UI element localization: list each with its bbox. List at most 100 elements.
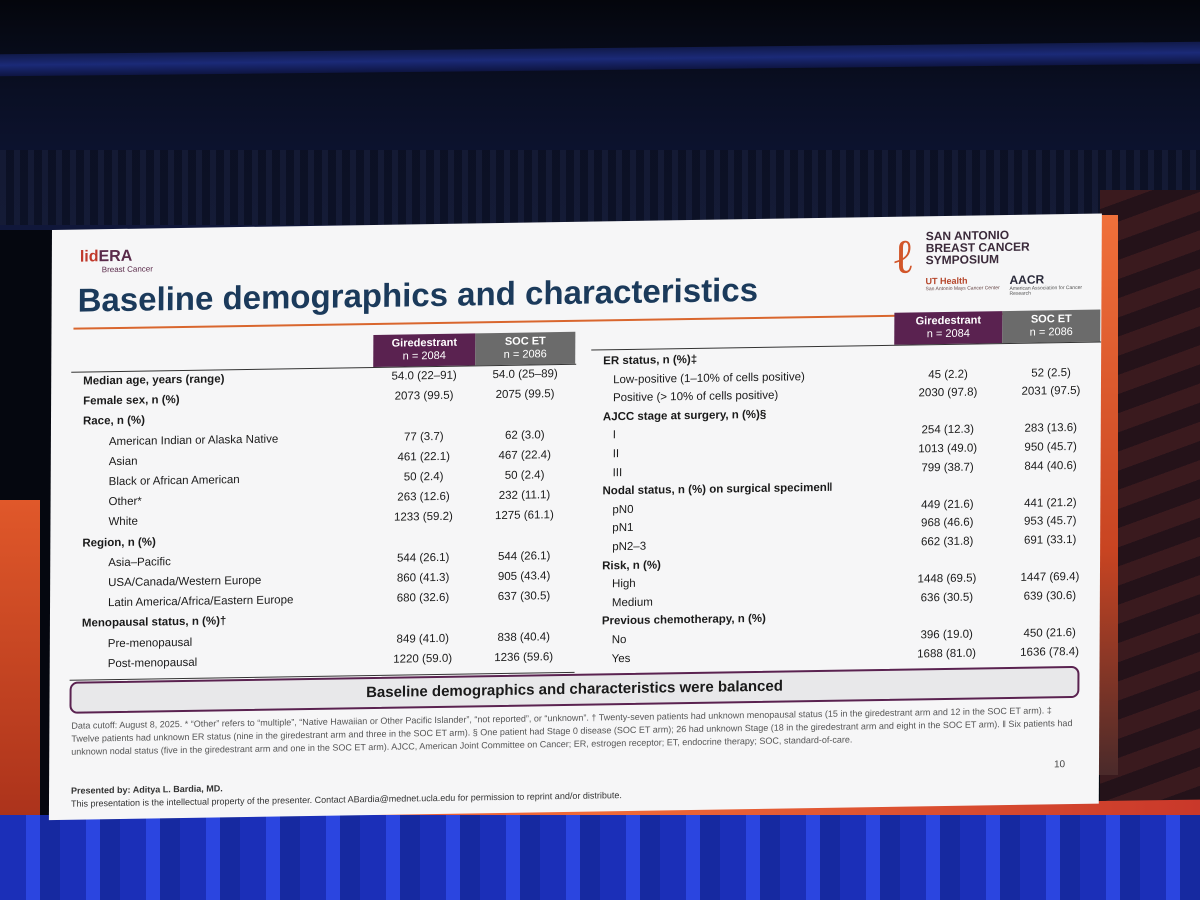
- row-label: II: [612, 448, 620, 461]
- giredestrant-value: 45 (2.2): [928, 368, 968, 381]
- row-label: Female sex, n (%): [83, 394, 180, 408]
- presenter-credit: Presented by: Aditya L. Bardia, MD.: [71, 783, 223, 796]
- row-label: USA/Canada/Western Europe: [108, 574, 262, 590]
- soc-header: SOC ET n = 2086: [475, 331, 576, 366]
- soc-value: 2075 (99.5): [495, 388, 555, 402]
- giredestrant-value: 2030 (97.8): [918, 386, 978, 400]
- auditorium-back-wall: [0, 150, 1200, 225]
- giredestrant-name: Giredestrant: [391, 336, 458, 350]
- soc-value: [469, 610, 579, 612]
- giredestrant-value: 77 (3.7): [403, 430, 444, 444]
- soc-value: [996, 347, 1102, 349]
- row-label: pN2–3: [612, 540, 647, 554]
- giredestrant-value: 263 (12.6): [397, 490, 450, 504]
- soc-value: 450 (21.6): [1023, 626, 1076, 640]
- presentation-slide: lidERA Breast Cancer ℓ SAN ANTONIO BREAS…: [48, 213, 1102, 821]
- giredestrant-value: 254 (12.3): [921, 423, 975, 437]
- giredestrant-value: 1688 (81.0): [917, 647, 977, 661]
- row-label: Black or African American: [108, 474, 240, 489]
- soc-value: 950 (45.7): [1024, 440, 1077, 454]
- footnote: Data cutoff: August 8, 2025. * “Other” r…: [71, 705, 1073, 757]
- row-label: ER status, n (%)‡: [603, 353, 698, 368]
- giredestrant-value: 54.0 (22–91): [391, 369, 457, 383]
- giredestrant-value: 860 (41.3): [396, 571, 450, 585]
- row-label: I: [612, 429, 617, 442]
- row-label: High: [611, 578, 636, 591]
- soc-n: n = 2086: [503, 348, 547, 361]
- giredestrant-value: 799 (38.7): [921, 461, 974, 474]
- ut-health-logo: UT Health San Antonio Mays Cancer Center: [925, 275, 1000, 293]
- giredestrant-value: 1233 (59.2): [393, 511, 453, 525]
- symposium-name: SAN ANTONIO BREAST CANCER SYMPOSIUM: [926, 228, 1030, 267]
- aacr-sub: American Association for Cancer Research: [1009, 284, 1083, 297]
- giredestrant-header: Giredestrant n = 2084: [373, 333, 476, 367]
- soc-value: [469, 529, 579, 531]
- giredestrant-value: 544 (26.1): [396, 551, 450, 565]
- sabcs-logo: ℓ SAN ANTONIO BREAST CANCER SYMPOSIUM UT…: [891, 222, 1091, 313]
- row-label: Positive (> 10% of cells positive): [612, 389, 779, 405]
- giredestrant-value: 1220 (59.0): [393, 652, 453, 666]
- ut-health-name: UT Health: [925, 275, 968, 287]
- row-label: Post-menopausal: [107, 656, 198, 670]
- soc-value: 52 (2.5): [1031, 366, 1071, 380]
- row-label: White: [108, 516, 138, 529]
- soc-value: 54.0 (25–89): [492, 368, 558, 382]
- left-table: Giredestrant n = 2084 SOC ET n = 2086 Me…: [69, 331, 577, 685]
- giredestrant-value: 461 (22.1): [397, 450, 450, 464]
- row-label: Previous chemotherapy, n (%): [601, 613, 766, 628]
- logo-era: ERA: [98, 247, 133, 266]
- row-label: Risk, n (%): [602, 559, 661, 572]
- giredestrant-value: [368, 612, 478, 614]
- row-label: Other*: [108, 495, 142, 509]
- ribbon-icon: ℓ: [891, 228, 915, 285]
- giredestrant-value: 680 (32.6): [396, 591, 450, 605]
- soc-value: 953 (45.7): [1024, 515, 1077, 529]
- row-label: Low-positive (1–10% of cells positive): [613, 370, 805, 386]
- row-label: Yes: [611, 652, 631, 665]
- giredestrant-value: 662 (31.8): [920, 535, 974, 549]
- soc-value: 467 (22.4): [498, 448, 551, 462]
- soc-value: 844 (40.6): [1024, 459, 1077, 473]
- giredestrant-value: 1013 (49.0): [918, 442, 978, 456]
- stage-blue-lights: [0, 815, 1200, 900]
- giredestrant-value: 2073 (99.5): [394, 389, 454, 403]
- soc-name-right: SOC ET: [1030, 312, 1072, 326]
- soc-value: 1236 (59.6): [494, 650, 554, 664]
- row-label: Median age, years (range): [83, 373, 225, 388]
- soc-value: 1636 (78.4): [1020, 645, 1080, 659]
- page-number: 10: [1053, 759, 1066, 771]
- row-label: Medium: [611, 596, 653, 610]
- soc-value: 544 (26.1): [497, 550, 551, 563]
- row-label: pN0: [612, 503, 634, 517]
- giredestrant-value: [369, 410, 479, 412]
- soc-name: SOC ET: [504, 335, 546, 348]
- soc-value: 2031 (97.5): [1021, 385, 1081, 398]
- row-label: Asian: [108, 455, 138, 468]
- soc-value: 905 (43.4): [497, 570, 551, 584]
- giredestrant-value: 396 (19.0): [920, 628, 973, 642]
- giredestrant-value: 50 (2.4): [403, 470, 444, 484]
- soc-value: 283 (13.6): [1024, 422, 1078, 436]
- soc-value: 232 (11.1): [498, 489, 551, 503]
- soc-value: 62 (3.0): [504, 428, 545, 442]
- row-label: AJCC stage at surgery, n (%)§: [602, 408, 767, 424]
- soc-n-right: n = 2086: [1029, 325, 1073, 339]
- row-label: Nodal status, n (%) on surgical specimen…: [602, 481, 833, 498]
- ut-health-sub: San Antonio Mays Cancer Center: [925, 285, 1000, 293]
- logo-lid: lid: [79, 248, 99, 266]
- soc-value: [470, 408, 580, 410]
- stage-decor-left: [0, 500, 40, 840]
- soc-value: 441 (21.2): [1024, 496, 1077, 510]
- row-label: Region, n (%): [82, 536, 156, 550]
- soc-value: 1275 (61.1): [494, 509, 554, 523]
- row-label: No: [611, 634, 627, 647]
- giredestrant-value: [368, 531, 478, 533]
- row-label: American Indian or Alaska Native: [108, 433, 279, 448]
- soc-header-right: SOC ET n = 2086: [1002, 309, 1101, 344]
- soc-value: 637 (30.5): [497, 590, 551, 604]
- soc-value: 639 (30.6): [1023, 589, 1077, 603]
- giredestrant-value: 636 (30.5): [920, 591, 974, 605]
- aacr-logo: AACR American Association for Cancer Rese…: [1009, 272, 1091, 297]
- row-label: III: [612, 466, 623, 479]
- giredestrant-name-right: Giredestrant: [915, 314, 982, 328]
